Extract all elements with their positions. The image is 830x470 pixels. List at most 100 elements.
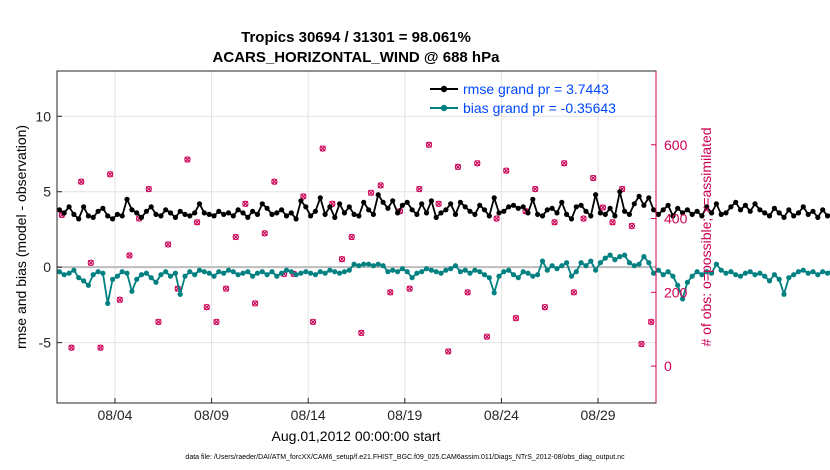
- obs-count-markers: [58, 141, 655, 355]
- obs-assimilated-marker: [503, 167, 510, 174]
- obs-assimilated-marker: [194, 219, 201, 226]
- bias-point: [559, 263, 565, 269]
- bias-point: [361, 261, 367, 267]
- bias-point: [110, 276, 116, 282]
- obs-assimilated-marker: [107, 171, 114, 178]
- bias-point: [815, 272, 821, 278]
- rmse-point: [824, 213, 830, 219]
- obs-possible-marker: [164, 241, 172, 248]
- rmse-point: [477, 202, 483, 208]
- rmse-point: [390, 198, 396, 204]
- rmse-point: [448, 201, 454, 207]
- bias-point: [163, 269, 169, 275]
- left-tick-label: 5: [43, 184, 51, 200]
- bias-point: [675, 282, 681, 288]
- legend-bias-text: bias grand pr = -0.35643: [463, 100, 616, 116]
- bias-point: [709, 270, 715, 276]
- obs-possible-marker: [648, 318, 655, 325]
- bias-point: [723, 270, 729, 276]
- obs-assimilated-marker: [203, 304, 210, 311]
- rmse-point: [506, 204, 512, 210]
- rmse-point: [530, 196, 536, 202]
- obs-possible-marker: [309, 318, 317, 325]
- left-tick-label: 10: [35, 108, 51, 124]
- obs-assimilated-marker: [570, 289, 577, 296]
- obs-assimilated-marker: [425, 141, 432, 148]
- left-tick-label: -5: [39, 335, 52, 351]
- bias-point: [535, 272, 541, 278]
- rmse-point: [496, 210, 502, 216]
- rmse-point: [269, 211, 275, 217]
- bias-point: [409, 275, 415, 281]
- rmse-point: [317, 195, 323, 201]
- obs-possible-marker: [106, 171, 114, 178]
- obs-assimilated-marker: [638, 340, 645, 347]
- bias-point: [192, 272, 198, 278]
- bias-point: [443, 267, 449, 273]
- bias-point: [622, 252, 628, 258]
- rmse-point: [820, 207, 826, 213]
- rmse-point: [395, 210, 401, 216]
- obs-assimilated-marker: [648, 318, 655, 325]
- bias-point: [631, 263, 637, 269]
- bias-point: [380, 263, 386, 269]
- bias-point: [327, 267, 333, 273]
- bias-point: [704, 269, 710, 275]
- bias-point: [689, 273, 695, 279]
- bias-point: [312, 272, 318, 278]
- rmse-point: [216, 208, 222, 214]
- bias-point: [85, 282, 91, 288]
- bias-point: [201, 269, 207, 275]
- bias-point: [167, 273, 174, 279]
- rmse-point: [578, 202, 584, 208]
- bias-point: [332, 269, 338, 275]
- rmse-point: [143, 208, 149, 214]
- bias-point: [694, 269, 700, 275]
- obs-assimilated-marker: [590, 174, 597, 181]
- bias-point: [810, 269, 816, 275]
- bias-point: [158, 272, 164, 278]
- rmse-point: [404, 199, 410, 205]
- obs-assimilated-marker: [358, 329, 365, 336]
- rmse-point: [182, 211, 188, 217]
- bias-point: [134, 276, 140, 282]
- bias-point: [206, 270, 212, 276]
- rmse-point: [196, 201, 203, 207]
- rmse-point: [597, 210, 604, 216]
- obs-possible-marker: [68, 344, 75, 351]
- rmse-point: [757, 207, 763, 213]
- right-axis-label: # of obs: o=possible; ×=assimilated: [698, 127, 714, 346]
- rmse-point: [56, 207, 63, 213]
- obs-possible-marker: [87, 259, 94, 266]
- obs-assimilated-marker: [116, 296, 123, 303]
- obs-possible-marker: [367, 189, 375, 196]
- rmse-point: [762, 210, 768, 216]
- bias-point: [539, 258, 546, 264]
- bias-point: [61, 272, 67, 278]
- x-axis-label: Aug.01,2012 00:00:00 start: [272, 428, 441, 444]
- rmse-point: [539, 213, 546, 219]
- bias-point: [172, 270, 178, 276]
- obs-possible-marker: [425, 141, 433, 148]
- obs-possible-marker: [628, 222, 635, 230]
- obs-possible-marker: [184, 156, 191, 163]
- obs-assimilated-marker: [155, 318, 162, 325]
- obs-assimilated-marker: [145, 186, 152, 193]
- obs-possible-marker: [483, 333, 491, 340]
- obs-assimilated-marker: [126, 252, 133, 259]
- rmse-point: [593, 192, 599, 198]
- bias-point: [602, 255, 608, 261]
- rmse-point: [211, 213, 217, 219]
- bias-point: [221, 270, 227, 276]
- obs-assimilated-marker: [532, 186, 539, 193]
- bias-point: [66, 270, 72, 276]
- obs-possible-marker: [126, 252, 133, 259]
- bias-point: [269, 269, 275, 275]
- bias-point: [752, 272, 758, 278]
- obs-possible-marker: [464, 289, 471, 296]
- obs-possible-marker: [97, 344, 104, 351]
- rmse-point: [312, 208, 318, 214]
- obs-possible-marker: [493, 215, 500, 222]
- bias-point: [124, 270, 130, 276]
- bias-point: [578, 260, 584, 266]
